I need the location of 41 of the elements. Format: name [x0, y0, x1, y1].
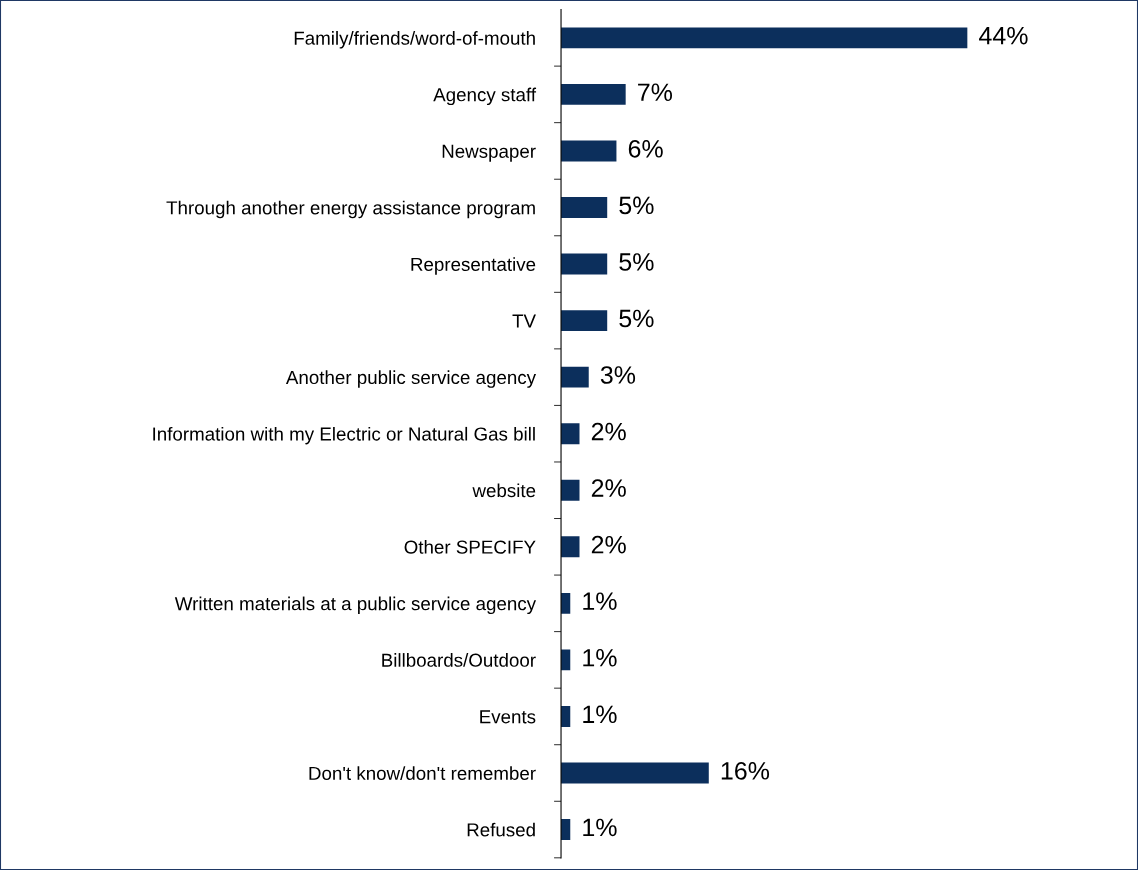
data-label: 2% [591, 479, 626, 497]
bar [561, 423, 580, 445]
bar [561, 762, 709, 784]
data-label: 2% [591, 535, 626, 554]
bar [561, 83, 626, 105]
y-tick-label: Don't know/don't remember [309, 766, 536, 780]
bar [561, 310, 608, 332]
y-tick-label: Agency staff [433, 87, 537, 106]
data-label: 3% [600, 366, 636, 384]
data-label: 5% [619, 253, 654, 271]
bar [561, 479, 580, 501]
y-tick-label: Billboards/Outdoor [382, 653, 536, 667]
bar [561, 536, 580, 558]
data-label: 6% [628, 139, 663, 158]
y-tick-label: Another public service agency [285, 370, 537, 388]
data-label: 16% [721, 762, 770, 780]
bar [561, 253, 608, 275]
bar [561, 27, 968, 49]
y-tick-label: Information with my Electric or Natural Gas bill [153, 426, 535, 445]
data-label: 1% [583, 818, 617, 837]
y-tick-label: Family/friends/word-of-mouth [294, 31, 535, 49]
data-label: 1% [583, 592, 617, 610]
y-tick-label: Refused [467, 822, 535, 837]
bar [561, 366, 589, 388]
bar [561, 140, 617, 162]
y-tick-label: Events [480, 710, 536, 724]
y-tick-label: Representative [411, 257, 536, 275]
y-tick-label: website [472, 483, 536, 498]
y-tick-label: Written materials at a public service agency [174, 596, 537, 615]
data-label: 44% [979, 26, 1028, 45]
data-label: 5% [619, 196, 654, 215]
y-tick-label: Through another energy assistance program [166, 200, 535, 219]
data-label: 2% [591, 422, 626, 441]
bar [561, 197, 608, 218]
y-tick-label: TV [512, 314, 536, 328]
data-label: 5% [619, 309, 654, 328]
data-label: 7% [638, 83, 673, 102]
data-label: 1% [583, 705, 617, 724]
y-tick-label: Newspaper [442, 144, 536, 162]
data-label: 1% [583, 649, 617, 667]
y-tick-label: Other SPECIFY [404, 540, 536, 554]
